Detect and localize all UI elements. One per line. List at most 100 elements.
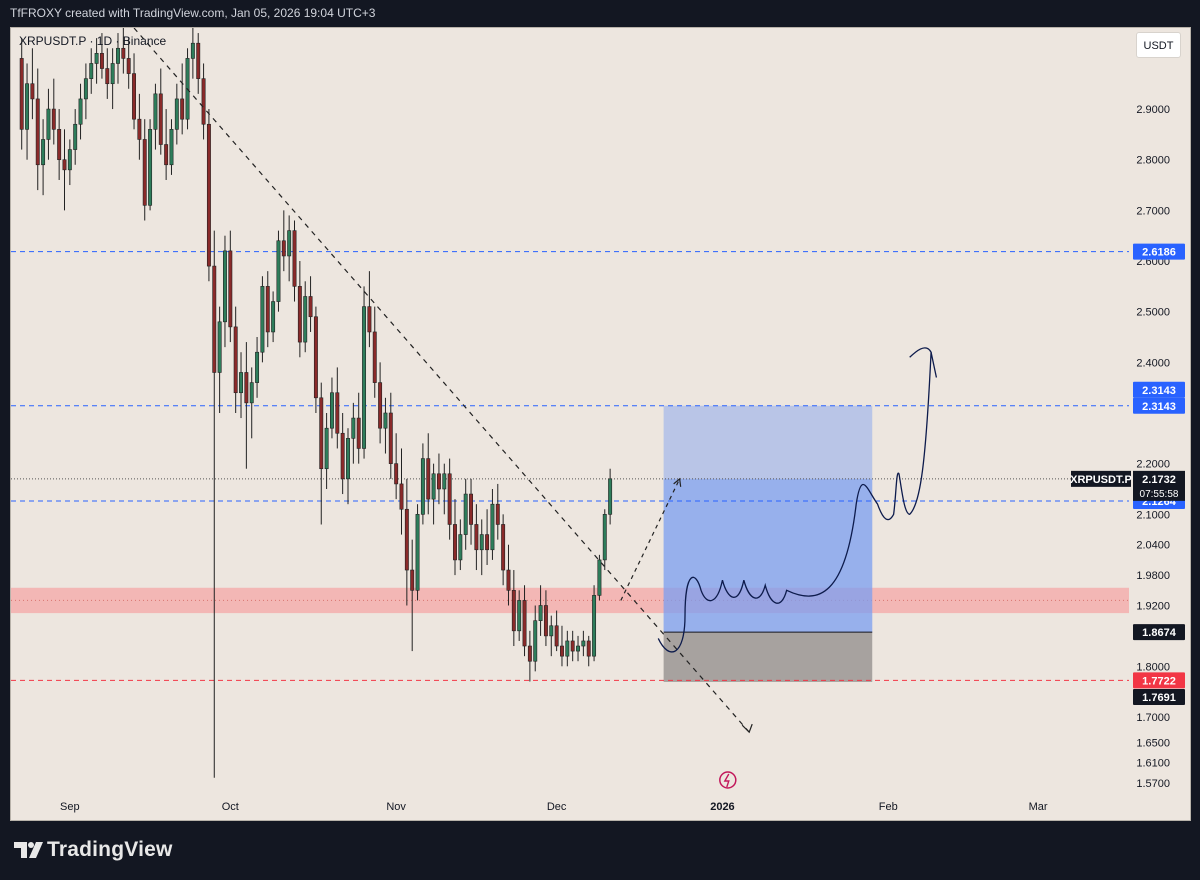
candle xyxy=(51,108,56,130)
candle xyxy=(581,640,586,647)
candle xyxy=(110,63,115,85)
candle xyxy=(410,569,415,591)
candle xyxy=(447,473,452,525)
candle xyxy=(485,534,490,551)
event-marker-icon[interactable] xyxy=(719,771,737,789)
x-tick-label: Dec xyxy=(547,801,567,813)
candle xyxy=(378,382,383,429)
candle xyxy=(35,98,40,166)
candle xyxy=(206,123,211,267)
candle xyxy=(126,58,131,74)
candle xyxy=(46,108,51,140)
countdown: 07:55:58 xyxy=(1140,489,1179,500)
price-tag-2.3143-bg xyxy=(1133,397,1185,414)
y-tick-label: 2.9000 xyxy=(1136,104,1170,116)
price-tag-1.7691: 1.7691 xyxy=(1142,692,1176,704)
last-price-tag-bg xyxy=(1133,470,1185,501)
candlestick-chart[interactable]: 2.90002.80002.70002.60002.50002.40002.20… xyxy=(11,28,1191,821)
candle xyxy=(217,321,222,373)
candle xyxy=(212,265,217,373)
y-tick-label: 1.6500 xyxy=(1136,737,1170,749)
candle xyxy=(308,296,313,318)
y-tick-label: 2.4000 xyxy=(1136,357,1170,369)
candle xyxy=(388,412,393,464)
candle xyxy=(383,412,388,429)
candle xyxy=(223,250,227,323)
projection-arrowhead xyxy=(673,477,682,487)
y-tick-label: 2.8000 xyxy=(1136,155,1170,167)
candle xyxy=(233,326,238,394)
projection-arrow xyxy=(620,478,681,601)
candle xyxy=(394,463,399,485)
candle xyxy=(565,640,570,657)
projected-path-tail xyxy=(930,352,938,378)
symbol-legend[interactable]: XRPUSDT.P · 1D · Binance xyxy=(19,34,167,48)
candle xyxy=(340,432,345,480)
candle xyxy=(164,144,169,166)
candle xyxy=(41,139,46,166)
candle xyxy=(549,625,554,637)
candle xyxy=(602,514,607,561)
x-tick-label: Feb xyxy=(879,801,898,813)
candle xyxy=(431,473,436,500)
candle xyxy=(67,149,72,171)
footer-bar xyxy=(0,822,1200,880)
candle xyxy=(255,351,260,383)
candle xyxy=(592,595,597,657)
candle xyxy=(436,473,441,490)
candle xyxy=(554,625,559,647)
candle xyxy=(276,240,281,302)
downtrend-line xyxy=(133,28,750,733)
candle xyxy=(506,569,511,591)
currency-button[interactable]: USDT xyxy=(1136,32,1181,58)
projected-path-drawing xyxy=(657,347,932,653)
candle xyxy=(527,645,532,662)
price-tag-2.6186: 2.6186 xyxy=(1142,247,1176,259)
candle xyxy=(99,53,104,69)
candle xyxy=(78,98,83,125)
candle xyxy=(19,58,24,130)
candle xyxy=(560,645,564,657)
candle xyxy=(463,493,468,535)
supply-zone xyxy=(11,587,1129,614)
candle xyxy=(57,129,62,161)
candle xyxy=(174,98,179,130)
candle xyxy=(586,640,591,657)
candle xyxy=(335,392,340,434)
candle xyxy=(271,301,276,333)
candle xyxy=(153,93,158,130)
candle xyxy=(356,417,361,449)
price-tag-1.7691-bg xyxy=(1133,688,1185,705)
attribution-bar: TfFROXY created with TradingView.com, Ja… xyxy=(0,0,1200,27)
candle xyxy=(292,230,297,287)
candle xyxy=(313,316,318,399)
stop-zone[interactable] xyxy=(663,632,873,682)
price-tag-1.8674-bg xyxy=(1133,624,1185,641)
candle xyxy=(297,286,302,343)
candle xyxy=(265,286,270,333)
price-tag-extra-2.3143: 2.3143 xyxy=(1142,385,1176,397)
candle xyxy=(458,534,463,561)
candle xyxy=(201,78,206,125)
candle xyxy=(319,397,324,470)
candle xyxy=(132,73,136,120)
candle xyxy=(137,118,142,140)
candle xyxy=(303,296,308,343)
candle xyxy=(190,42,195,59)
price-tag-1.7722-bg xyxy=(1133,672,1185,689)
candle xyxy=(426,458,431,500)
y-tick-label: 1.6100 xyxy=(1136,758,1170,770)
y-tick-label: 2.2000 xyxy=(1136,459,1170,471)
x-tick-label: Nov xyxy=(386,801,406,813)
candle xyxy=(249,382,254,404)
candle xyxy=(538,605,543,621)
tradingview-logo-icon xyxy=(14,842,43,858)
candle xyxy=(180,98,185,120)
candle xyxy=(329,392,334,429)
chart-frame[interactable]: 2.9000 2.8000 2.7000 2.6000 2.5000 2.4000 2.20… xyxy=(10,27,1191,821)
candle xyxy=(346,438,350,480)
candle xyxy=(73,123,78,150)
candle xyxy=(148,129,153,206)
candle xyxy=(474,524,479,551)
y-tick-label: 1.5700 xyxy=(1136,778,1170,790)
